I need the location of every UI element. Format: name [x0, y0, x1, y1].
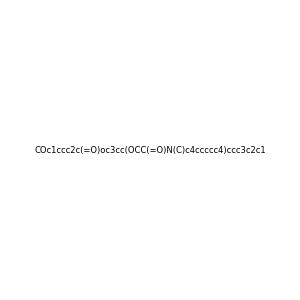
- Text: COc1ccc2c(=O)oc3cc(OCC(=O)N(C)c4ccccc4)ccc3c2c1: COc1ccc2c(=O)oc3cc(OCC(=O)N(C)c4ccccc4)c…: [34, 146, 266, 154]
